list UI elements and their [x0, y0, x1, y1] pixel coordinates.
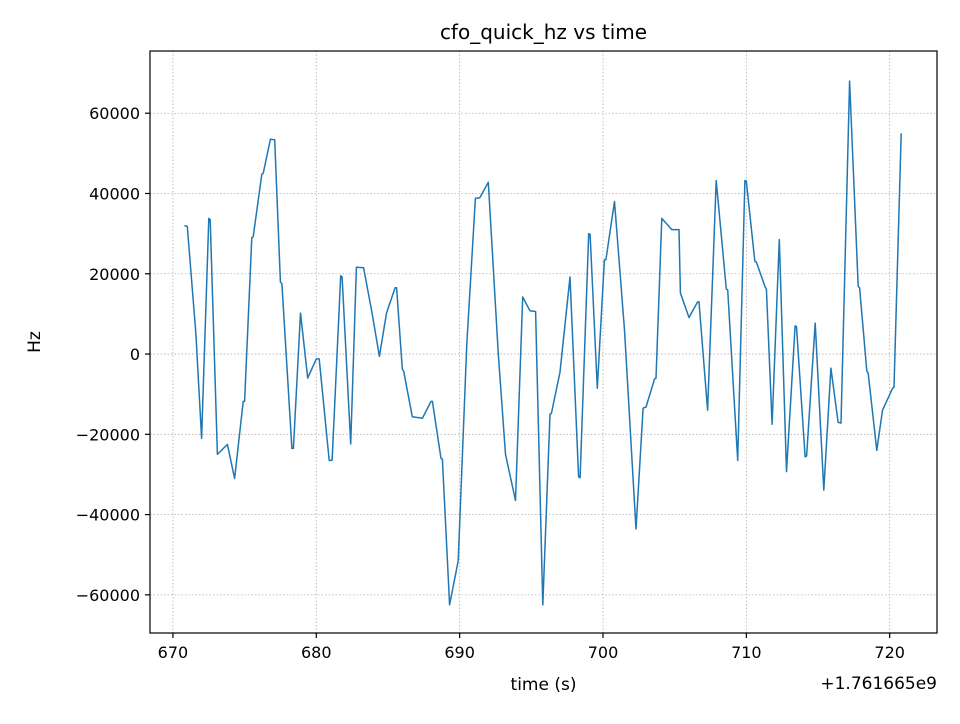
- chart-title: cfo_quick_hz vs time: [440, 20, 647, 44]
- y-axis-label: Hz: [25, 331, 45, 353]
- y-tick-label: −60000: [76, 586, 140, 605]
- y-tick-label: −40000: [76, 506, 140, 525]
- x-axis-label: time (s): [511, 675, 577, 695]
- y-tick-label: 0: [130, 345, 140, 364]
- series-layer: [184, 80, 902, 606]
- x-tick-label: 710: [731, 643, 762, 662]
- x-tick-label: 700: [588, 643, 619, 662]
- y-tick-label: 60000: [89, 104, 140, 123]
- y-axis-ticks: −60000 −40000 −20000 0 20000 40000 60000: [76, 104, 150, 605]
- plot-frame: [149, 50, 938, 634]
- x-tick-label: 720: [874, 643, 905, 662]
- x-tick-label: 670: [158, 643, 189, 662]
- x-axis-ticks: 670 680 690 700 710 720: [158, 633, 905, 662]
- x-axis-offset-label: +1.761665e9: [820, 674, 937, 694]
- x-tick-label: 680: [301, 643, 332, 662]
- y-tick-label: −20000: [76, 425, 140, 444]
- y-tick-label: 40000: [89, 184, 140, 203]
- y-tick-label: 20000: [89, 265, 140, 284]
- x-tick-label: 690: [444, 643, 475, 662]
- series-line: [184, 80, 902, 606]
